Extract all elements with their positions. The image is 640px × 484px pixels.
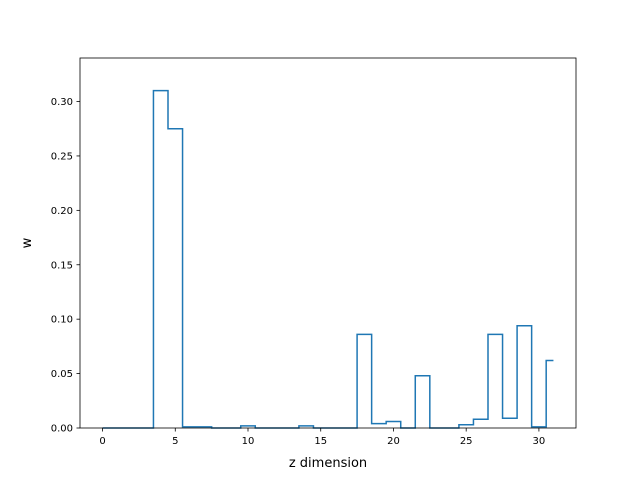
plot-frame bbox=[79, 57, 577, 429]
y-tick-label: 0.20 bbox=[51, 206, 73, 217]
y-tick-label: 0.15 bbox=[51, 260, 73, 271]
x-axis: 0 5 10 15 20 25 30 bbox=[99, 428, 545, 447]
y-tick-label: 0.25 bbox=[51, 151, 73, 162]
y-tick-label: 0.10 bbox=[51, 315, 73, 326]
y-axis-label: w bbox=[20, 237, 35, 248]
x-tick-label: 5 bbox=[172, 436, 178, 447]
x-tick-label: 30 bbox=[533, 436, 546, 447]
series-layer bbox=[102, 89, 554, 429]
y-tick-label: 0.00 bbox=[51, 424, 73, 435]
x-axis-label: z dimension bbox=[289, 456, 367, 471]
x-tick-label: 20 bbox=[387, 436, 400, 447]
x-tick-label: 15 bbox=[314, 436, 327, 447]
x-tick-label: 0 bbox=[99, 436, 105, 447]
y-axis: 0.00 0.05 0.10 0.15 0.20 0.25 0.30 bbox=[51, 97, 80, 435]
y-tick-label: 0.30 bbox=[51, 97, 73, 108]
x-tick-label: 10 bbox=[242, 436, 255, 447]
x-tick-label: 25 bbox=[460, 436, 473, 447]
y-tick-label: 0.05 bbox=[51, 369, 73, 380]
series-line-0 bbox=[102, 89, 554, 429]
